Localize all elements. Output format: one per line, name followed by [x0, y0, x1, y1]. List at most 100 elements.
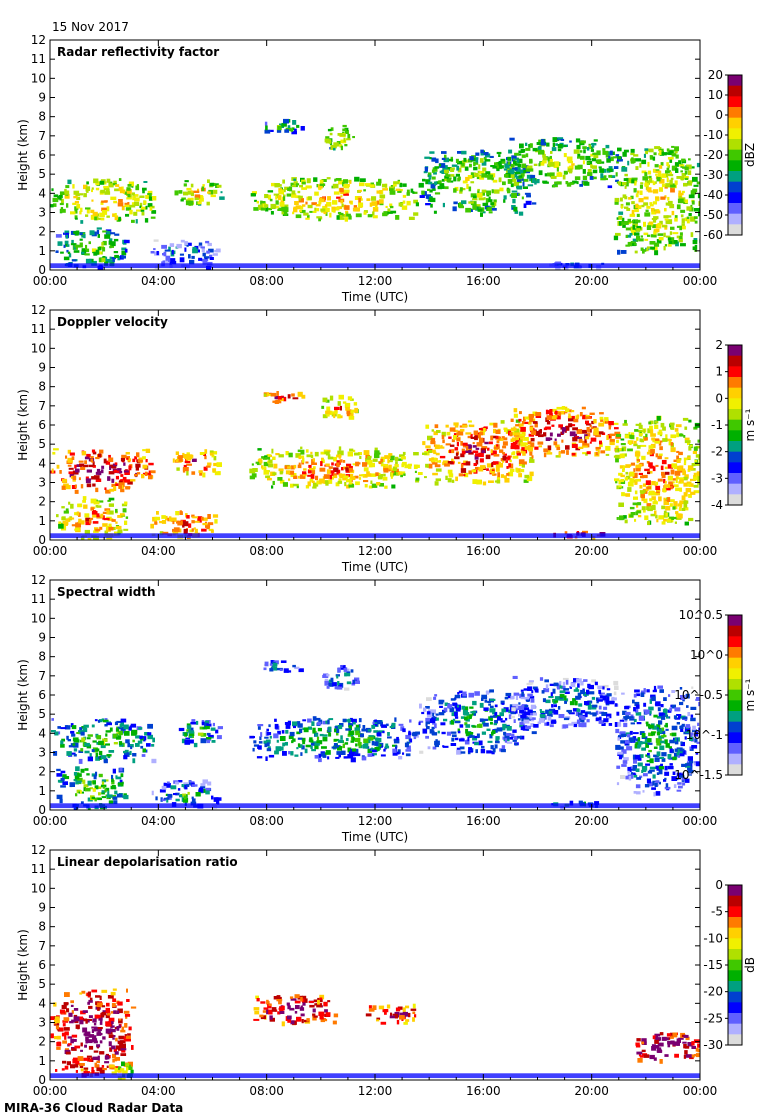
data-cell — [402, 752, 405, 755]
data-cell — [473, 430, 478, 436]
data-cell — [523, 711, 526, 715]
data-cell — [253, 744, 260, 747]
data-cell — [647, 755, 651, 759]
data-cell — [614, 200, 619, 205]
data-cell — [56, 464, 60, 469]
data-cell — [284, 722, 289, 725]
data-cell — [307, 469, 312, 474]
data-cell — [206, 201, 210, 206]
data-cell — [494, 480, 498, 483]
data-cell — [123, 793, 127, 797]
data-cell — [681, 763, 687, 767]
data-cell — [672, 232, 679, 235]
data-cell — [350, 757, 356, 763]
data-cell — [337, 401, 341, 406]
data-cell — [550, 175, 557, 179]
data-cell — [291, 193, 297, 198]
data-cell — [191, 719, 196, 722]
data-cell — [635, 423, 642, 426]
data-cell — [456, 437, 461, 442]
data-cell — [521, 421, 525, 425]
data-cell — [510, 427, 517, 432]
data-cell — [676, 204, 681, 210]
data-cell — [588, 145, 591, 149]
data-cell — [629, 471, 635, 477]
data-cell — [629, 730, 633, 735]
data-cell — [678, 190, 682, 194]
data-cell — [698, 460, 700, 465]
data-cell — [191, 514, 195, 518]
data-cell — [263, 470, 270, 475]
data-cell — [78, 758, 83, 764]
data-cell — [460, 468, 467, 473]
data-cell — [322, 397, 328, 403]
data-cell — [514, 210, 519, 214]
data-cell — [87, 537, 92, 540]
data-cell — [488, 196, 491, 201]
data-cell — [459, 724, 464, 728]
data-cell — [340, 145, 343, 151]
data-cell — [95, 752, 99, 757]
data-cell — [105, 460, 111, 465]
data-cell — [629, 221, 634, 224]
data-cell — [667, 464, 674, 469]
data-cell — [669, 204, 675, 209]
data-cell — [81, 737, 86, 742]
data-cell — [397, 190, 402, 193]
data-cell — [364, 484, 368, 488]
data-cell — [305, 185, 312, 189]
data-cell — [265, 756, 268, 761]
data-cell — [444, 175, 450, 181]
data-cell — [294, 666, 300, 670]
data-cell — [337, 725, 343, 730]
data-cell — [60, 770, 66, 774]
data-cell — [644, 172, 648, 177]
data-cell — [102, 230, 108, 233]
data-cell — [680, 775, 685, 778]
data-cell — [691, 463, 696, 467]
data-cell — [204, 449, 208, 454]
data-cell — [636, 791, 641, 795]
data-cell — [634, 243, 637, 246]
data-cell — [163, 260, 170, 265]
data-cell — [53, 194, 59, 198]
data-cell — [606, 713, 612, 719]
data-cell — [639, 754, 644, 758]
data-cell — [617, 147, 622, 152]
data-cell — [289, 731, 295, 737]
data-cell — [56, 768, 61, 772]
data-cell — [115, 482, 118, 485]
data-cell — [92, 465, 96, 468]
colorbar-segment — [728, 451, 742, 463]
data-cell — [694, 220, 698, 224]
data-cell — [90, 458, 94, 462]
data-cell — [83, 787, 86, 792]
data-cell — [324, 680, 330, 686]
data-cell — [518, 175, 523, 178]
data-cell — [76, 203, 81, 209]
data-cell — [465, 444, 472, 449]
data-cell — [132, 739, 135, 743]
data-cell — [74, 206, 79, 210]
data-cell — [163, 251, 167, 257]
data-cell — [419, 195, 425, 198]
data-cell — [92, 483, 96, 487]
data-cell — [182, 452, 185, 458]
data-cell — [518, 423, 524, 427]
data-cell — [663, 215, 669, 219]
data-cell — [111, 778, 114, 782]
data-cell — [686, 762, 692, 766]
data-cell — [96, 227, 102, 230]
data-cell — [387, 732, 390, 736]
data-cell — [291, 393, 295, 397]
data-cell — [101, 779, 107, 783]
data-cell — [599, 440, 602, 445]
data-cell — [636, 461, 639, 464]
data-cell — [97, 505, 102, 508]
data-cell — [447, 469, 453, 474]
data-cell — [665, 235, 671, 238]
data-cell — [198, 195, 204, 201]
data-cell — [633, 154, 639, 157]
data-cell — [600, 695, 604, 698]
data-cell — [73, 231, 78, 235]
